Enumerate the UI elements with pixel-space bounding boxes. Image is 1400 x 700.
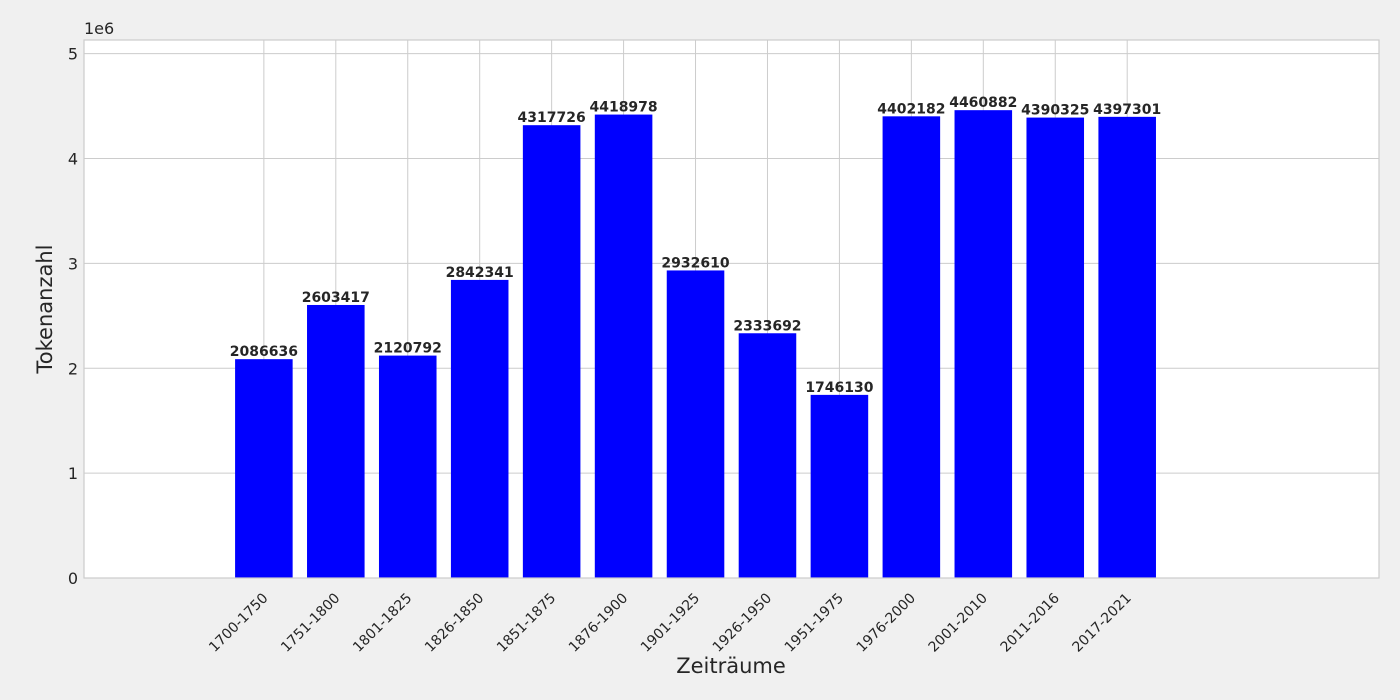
- data-label: 4390325: [1021, 103, 1089, 119]
- x-tick-label: 1826-1850: [422, 590, 487, 655]
- y-axis-label: Tokenanzahl: [33, 245, 57, 375]
- x-tick-label: 2001-2010: [926, 590, 991, 655]
- bar: [954, 110, 1013, 578]
- data-label: 2333692: [733, 318, 801, 334]
- data-label: 2120792: [374, 341, 442, 357]
- x-tick-label: 1851-1875: [494, 590, 559, 655]
- x-tick-label: 1976-2000: [854, 590, 919, 655]
- y-tick-labels: 0 1 2 3 4 5: [68, 45, 78, 588]
- data-label: 4460882: [949, 95, 1017, 111]
- bar: [594, 114, 653, 578]
- data-label: 2932610: [661, 255, 729, 271]
- data-label: 2603417: [302, 290, 370, 306]
- x-axis-label: Zeiträume: [676, 654, 786, 678]
- bar: [1026, 117, 1085, 579]
- data-label: 2086636: [230, 344, 298, 360]
- x-tick-label: 1926-1950: [710, 590, 775, 655]
- data-label: 4397301: [1093, 102, 1161, 118]
- data-label: 4317726: [518, 110, 586, 126]
- x-tick-label: 1751-1800: [278, 590, 343, 655]
- y-tick-label: 4: [68, 150, 78, 169]
- y-tick-label: 5: [68, 45, 78, 64]
- x-tick-label: 1951-1975: [782, 590, 847, 655]
- data-label: 4402182: [877, 101, 945, 117]
- bar: [810, 394, 869, 578]
- bar: [738, 333, 797, 578]
- x-tick-label: 1801-1825: [350, 590, 415, 655]
- x-tick-label: 2011-2016: [998, 590, 1063, 655]
- y-offset-label: 1e6: [84, 19, 114, 38]
- x-tick-label: 2017-2021: [1070, 590, 1135, 655]
- x-tick-label: 1901-1925: [638, 590, 703, 655]
- x-tick-labels: 1700-1750 1751-1800 1801-1825 1826-1850 1851…: [206, 590, 1135, 655]
- data-label: 1746130: [805, 380, 873, 396]
- bar: [882, 116, 941, 578]
- x-tick-label: 1700-1750: [206, 590, 271, 655]
- bar: [307, 304, 365, 578]
- bar: [522, 125, 581, 578]
- bar: [235, 359, 293, 578]
- data-label: 2842341: [446, 265, 514, 281]
- plot-area: [84, 40, 1379, 578]
- data-labels: 2086636 2603417 2120792 2842341 431772644189…: [230, 95, 1162, 396]
- y-tick-label: 2: [68, 359, 78, 378]
- bar: [666, 270, 725, 578]
- y-tick-label: 0: [68, 569, 78, 588]
- bar: [1098, 116, 1156, 578]
- bar: [450, 279, 509, 578]
- y-tick-label: 3: [68, 254, 78, 273]
- bars: [235, 110, 1156, 579]
- x-tick-label: 1876-1900: [566, 590, 631, 655]
- y-tick-label: 1: [68, 464, 78, 483]
- data-label: 4418978: [589, 100, 657, 116]
- plot-frame: [83, 39, 1380, 579]
- bar: [378, 355, 437, 578]
